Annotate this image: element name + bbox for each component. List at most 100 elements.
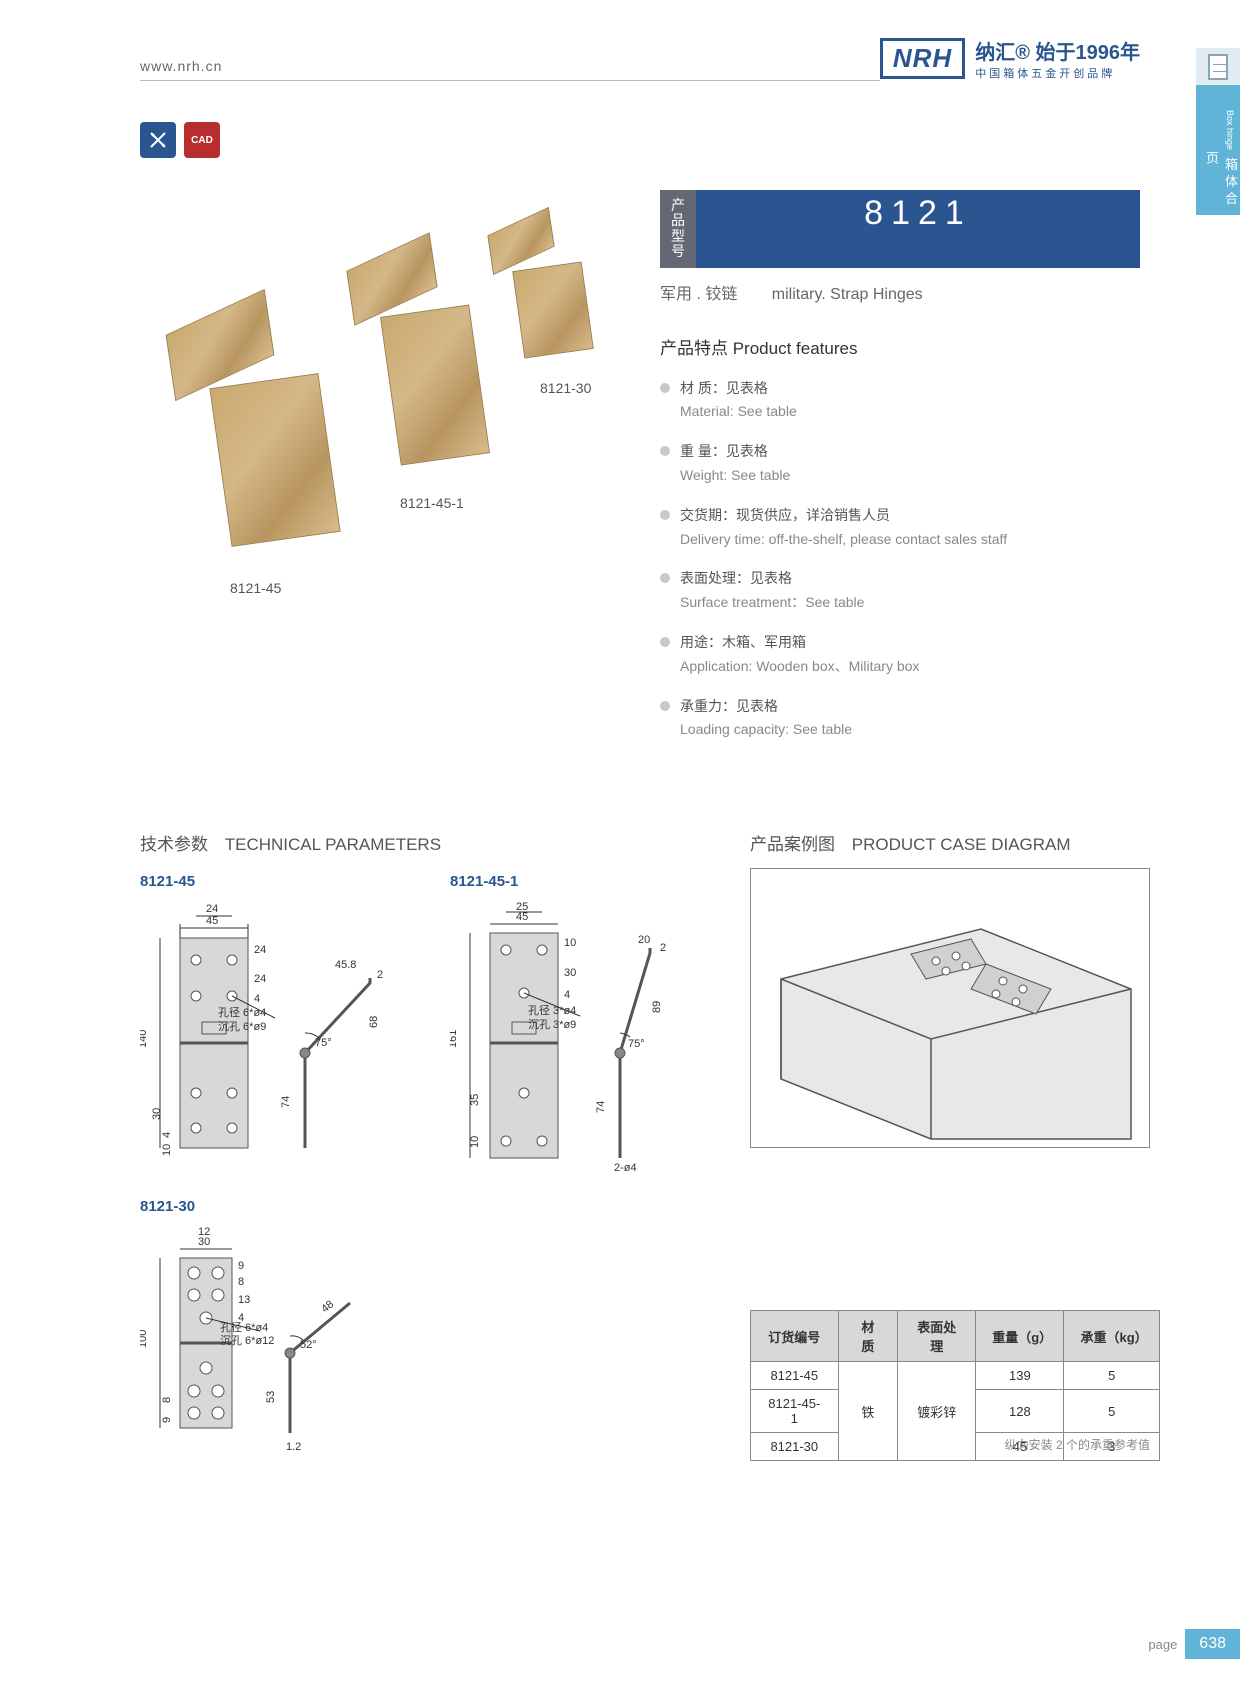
table-header-cell: 材 质 <box>838 1311 898 1362</box>
svg-text:161: 161 <box>450 1030 459 1048</box>
feature-item: 表面处理：见表格 Surface treatment：See table <box>660 567 1140 615</box>
case-title-en: PRODUCT CASE DIAGRAM <box>852 835 1071 854</box>
svg-text:24: 24 <box>206 903 218 915</box>
brand-line2: 中国箱体五金开创品牌 <box>975 65 1140 81</box>
svg-text:沉孔 3*ø9: 沉孔 3*ø9 <box>528 1018 576 1031</box>
tool-icon-cross <box>140 122 176 158</box>
svg-text:2-ø4: 2-ø4 <box>614 1162 637 1174</box>
model-badge-label: 产品型号 <box>660 190 696 268</box>
svg-text:75°: 75° <box>315 1037 332 1049</box>
table-note: 纵向安装 2 个的承重参考值 <box>750 1436 1150 1453</box>
bullet-icon <box>660 701 670 711</box>
table-header-cell: 订货编号 <box>751 1311 839 1362</box>
side-category-tab: Box hinge 箱体合页 <box>1196 85 1240 215</box>
tech-title-en: TECHNICAL PARAMETERS <box>225 835 441 854</box>
feature-text: 材 质：见表格 Material: See table <box>680 377 797 425</box>
feature-cn: 表面处理：见表格 <box>680 567 864 591</box>
page-label: page <box>1148 1637 1177 1652</box>
cell-weight: 139 <box>976 1362 1064 1390</box>
feature-en: Surface treatment：See table <box>680 591 864 615</box>
svg-text:30: 30 <box>564 967 576 979</box>
side-tab-en: Box hinge <box>1225 110 1235 150</box>
photo-label-c: 8121-30 <box>540 380 591 396</box>
nrh-logo: NRH <box>880 38 965 79</box>
svg-text:4: 4 <box>564 989 570 1001</box>
table-header-cell: 承重（kg） <box>1064 1311 1160 1362</box>
svg-text:孔径 6*ø4: 孔径 6*ø4 <box>218 1006 266 1019</box>
photo-label-b: 8121-45-1 <box>400 495 464 511</box>
photo-label-a: 8121-45 <box>230 580 281 596</box>
cad-icon: CAD <box>184 122 220 158</box>
features-title: 产品特点 Product features <box>660 334 1140 359</box>
svg-text:8: 8 <box>238 1276 244 1288</box>
case-title: 产品案例图 PRODUCT CASE DIAGRAM <box>750 830 1071 855</box>
cell-code: 8121-45 <box>751 1362 839 1390</box>
feature-cn: 重 量：见表格 <box>680 440 790 464</box>
bullet-icon <box>660 383 670 393</box>
site-url: www.nrh.cn <box>140 58 222 74</box>
svg-text:2: 2 <box>660 942 666 954</box>
cell-weight: 128 <box>976 1390 1064 1433</box>
svg-text:24: 24 <box>254 944 266 956</box>
page-footer: page 638 <box>1148 1629 1240 1659</box>
svg-text:12: 12 <box>198 1226 210 1238</box>
case-title-cn: 产品案例图 <box>750 835 835 854</box>
svg-text:20: 20 <box>638 934 650 946</box>
model-subtitle: 军用 . 铰链 military. Strap Hinges <box>660 280 1140 304</box>
feature-item: 用途：木箱、军用箱 Application: Wooden box、Milita… <box>660 631 1140 679</box>
table-header-cell: 重量（g） <box>976 1311 1064 1362</box>
svg-text:89: 89 <box>651 1001 663 1013</box>
feature-text: 交货期：现货供应，详洽销售人员 Delivery time: off-the-s… <box>680 504 1007 552</box>
feature-item: 重 量：见表格 Weight: See table <box>660 440 1140 488</box>
svg-text:52°: 52° <box>300 1339 317 1351</box>
feature-text: 用途：木箱、军用箱 Application: Wooden box、Milita… <box>680 631 919 679</box>
svg-text:10: 10 <box>161 1144 173 1156</box>
diagram-8121-45: 8121-45 45 24 24 24 4 <box>140 873 410 1178</box>
diagram-svg-1: 45 25 10 30 4 161 35 10 孔径 3*ø4 沉孔 3*ø9 … <box>450 898 720 1178</box>
bullet-icon <box>660 446 670 456</box>
model-badge: 产品型号 8121 <box>660 190 1140 268</box>
features-list: 材 质：见表格 Material: See table 重 量：见表格 Weig… <box>660 377 1140 743</box>
diagram-label-0: 8121-45 <box>140 873 410 890</box>
svg-text:4: 4 <box>254 993 260 1005</box>
feature-cn: 承重力：见表格 <box>680 695 852 719</box>
cell-code: 8121-45-1 <box>751 1390 839 1433</box>
svg-text:孔径 6*ø4: 孔径 6*ø4 <box>220 1321 268 1334</box>
svg-text:孔径 3*ø4: 孔径 3*ø4 <box>528 1004 576 1017</box>
bullet-icon <box>660 510 670 520</box>
bullet-icon <box>660 637 670 647</box>
feature-item: 交货期：现货供应，详洽销售人员 Delivery time: off-the-s… <box>660 504 1140 552</box>
svg-text:45: 45 <box>206 915 218 927</box>
technical-section: 技术参数 TECHNICAL PARAMETERS 产品案例图 PRODUCT … <box>140 830 1160 1463</box>
feature-en: Loading capacity: See table <box>680 718 852 742</box>
feature-cn: 用途：木箱、军用箱 <box>680 631 919 655</box>
feature-text: 承重力：见表格 Loading capacity: See table <box>680 695 852 743</box>
side-tab-cn: 箱体合页 <box>1204 151 1238 209</box>
feature-text: 重 量：见表格 Weight: See table <box>680 440 790 488</box>
svg-text:74: 74 <box>280 1096 292 1108</box>
side-tab-icon <box>1196 48 1240 86</box>
svg-text:100: 100 <box>140 1330 149 1348</box>
svg-text:10: 10 <box>469 1136 481 1148</box>
svg-text:沉孔 6*ø9: 沉孔 6*ø9 <box>218 1020 266 1033</box>
brand-line1: 纳汇® 始于1996年 <box>975 36 1140 65</box>
brand-logo-block: NRH 纳汇® 始于1996年 中国箱体五金开创品牌 <box>880 36 1140 81</box>
svg-text:1.2: 1.2 <box>286 1441 301 1453</box>
product-photo: 8121-45 8121-45-1 8121-30 <box>140 190 620 650</box>
svg-text:10: 10 <box>564 937 576 949</box>
svg-text:9: 9 <box>161 1417 173 1423</box>
svg-text:25: 25 <box>516 901 528 913</box>
subtitle-cn: 军用 . 铰链 <box>660 286 737 303</box>
model-block: 产品型号 8121 军用 . 铰链 military. Strap Hinges… <box>660 190 1140 758</box>
table-header-row: 订货编号材 质表面处理重量（g）承重（kg） <box>751 1311 1160 1362</box>
diagram-8121-30: 8121-30 30 12 9 8 13 4 100 8 9 <box>140 1198 410 1463</box>
feature-item: 材 质：见表格 Material: See table <box>660 377 1140 425</box>
table-row: 8121-45铁镀彩锌1395 <box>751 1362 1160 1390</box>
diagram-svg-2: 30 12 9 8 13 4 100 8 9 孔径 6*ø4 沉孔 6*ø12 … <box>140 1223 410 1463</box>
feature-cn: 材 质：见表格 <box>680 377 797 401</box>
svg-text:沉孔 6*ø12: 沉孔 6*ø12 <box>220 1334 274 1347</box>
cell-load: 5 <box>1064 1390 1160 1433</box>
brand-text: 纳汇® 始于1996年 中国箱体五金开创品牌 <box>975 36 1140 81</box>
feature-item: 承重力：见表格 Loading capacity: See table <box>660 695 1140 743</box>
model-number: 8121 <box>696 190 1140 268</box>
